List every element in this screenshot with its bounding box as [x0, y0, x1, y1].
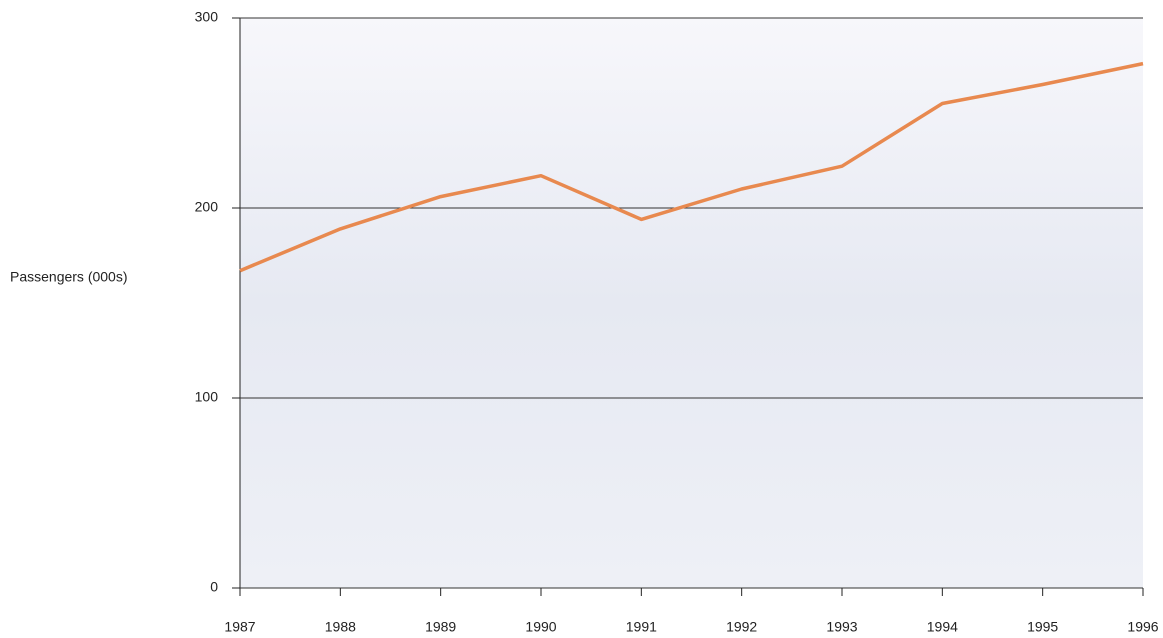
x-tick-label: 1987 — [224, 619, 255, 635]
x-tick-label: 1993 — [826, 619, 857, 635]
y-tick-label: 200 — [195, 199, 219, 215]
x-tick-label: 1994 — [927, 619, 958, 635]
y-tick-label: 300 — [195, 9, 219, 25]
x-tick-label: 1988 — [325, 619, 356, 635]
y-axis-label: Passengers (000s) — [10, 269, 128, 285]
x-tick-label: 1990 — [525, 619, 556, 635]
y-tick-label: 0 — [210, 579, 218, 595]
line — [239, 61, 1144, 273]
x-tick-label: 1996 — [1127, 619, 1158, 635]
y-tick-label: 100 — [195, 389, 219, 405]
x-tick-label: 1995 — [1027, 619, 1058, 635]
x-tick-label: 1991 — [626, 619, 657, 635]
plot-background — [240, 18, 1143, 588]
x-tick-label: 1989 — [425, 619, 456, 635]
x-tick-label: 1992 — [726, 619, 757, 635]
